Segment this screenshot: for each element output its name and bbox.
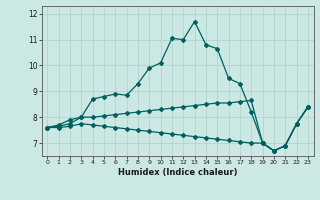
X-axis label: Humidex (Indice chaleur): Humidex (Indice chaleur) [118, 168, 237, 177]
